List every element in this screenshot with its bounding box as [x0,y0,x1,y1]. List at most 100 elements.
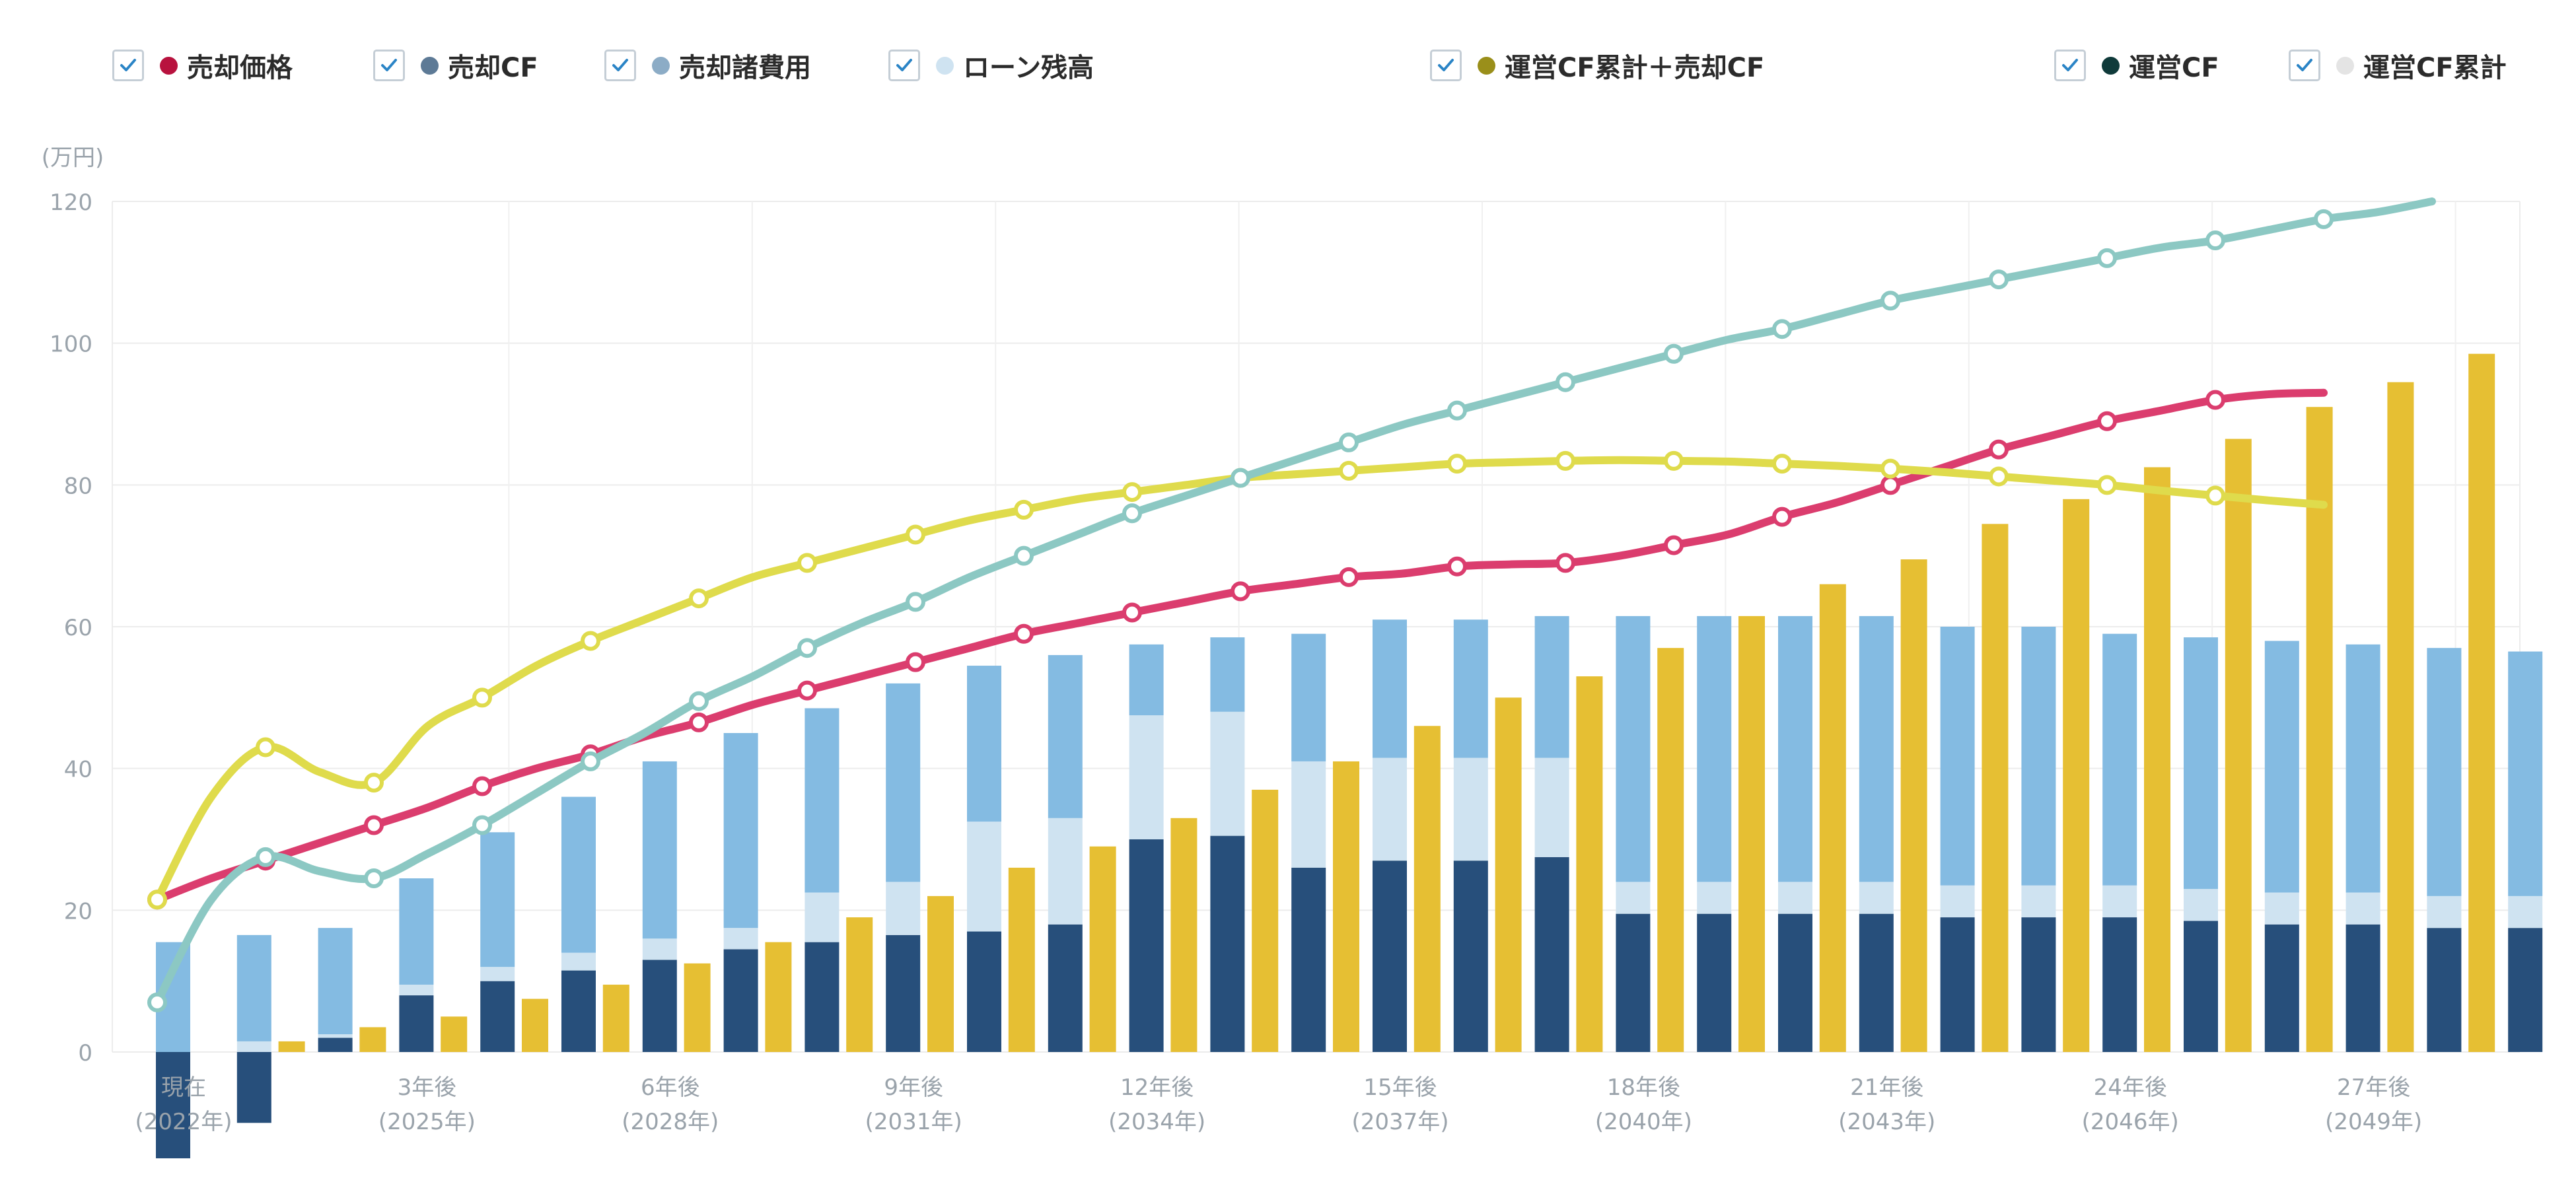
legend-item-loan-balance[interactable]: ローン残高 [888,42,1094,88]
bar-sale-expenses [723,733,758,929]
series-marker [472,687,492,708]
bar-sale-cf [2264,924,2299,1052]
series-marker [689,691,709,711]
y-unit-label: (万円) [42,145,104,171]
legend-item-sale-cf[interactable]: 売却CF [373,42,538,88]
bar-sale-expenses [1129,644,1164,716]
series-marker [1447,454,1467,474]
series-marker [1122,602,1142,623]
series-marker [1664,535,1684,555]
bar-operating-cf-cumulative [2225,438,2252,1052]
series-marker [2097,411,2117,431]
series-marker [1556,553,1575,573]
bar-loan-balance [1291,761,1326,868]
bar-sale-expenses [561,796,596,953]
bar-loan-balance [1697,882,1732,914]
series-marker [1122,482,1142,503]
bar-sale-expenses [1453,619,1488,758]
legend-dot [2336,56,2354,75]
bar-sale-expenses [1616,615,1651,882]
bar-sale-cf [1534,857,1569,1052]
bar-sale-cf [1859,913,1894,1052]
bar-loan-balance [1129,715,1164,839]
y-tick-label: 60 [64,615,92,641]
bar-operating-cf-cumulative [602,985,629,1052]
x-tick-label: 12年後 [1120,1074,1194,1101]
legend-item-operating-cf[interactable]: 運営CF [2054,42,2219,88]
bar-operating-cf-cumulative [359,1027,386,1052]
series-marker [1880,458,1900,479]
legend-item-sale-price[interactable]: 売却価格 [112,42,293,88]
bar-sale-cf [1616,913,1651,1052]
bar-sale-cf [1453,860,1488,1052]
checkbox-operating-cf-cumulative[interactable] [2289,50,2320,81]
bar-sale-cf [1210,835,1245,1052]
bar-sale-cf [399,995,434,1052]
bar-operating-cf-cumulative [2144,467,2170,1052]
bar-loan-balance [805,892,840,942]
series-marker [1880,291,1900,311]
bar-sale-cf [967,931,1001,1052]
x-tick-label: 24年後 [2094,1074,2167,1101]
bar-operating-cf-cumulative [846,917,873,1052]
y-tick-label: 20 [64,898,92,925]
series-marker [906,652,925,672]
bar-sale-expenses [1697,615,1732,882]
checkbox-loan-balance[interactable] [888,50,920,81]
bar-operating-cf-cumulative [522,999,548,1052]
bar-operating-cf-cumulative [1657,648,1684,1052]
bar-sale-expenses [1859,615,1894,882]
bar-sale-expenses [886,683,921,882]
series-marker [1014,623,1034,644]
bar-sale-cf [1940,917,1975,1052]
check-icon [381,59,397,71]
series-marker [1664,343,1684,364]
checkbox-sale-cf[interactable] [373,50,405,81]
bar-operating-cf-cumulative [441,1016,468,1052]
bar-loan-balance [2427,895,2462,929]
checkbox-operating-cf[interactable] [2054,50,2086,81]
x-tick-sublabel: (2043年) [1838,1109,1935,1135]
bar-sale-expenses [1778,615,1812,882]
checkbox-opcf-cum-plus-sale-cf[interactable] [1430,50,1462,81]
bar-loan-balance [886,882,921,935]
y-tick-label: 120 [50,190,92,216]
bar-loan-balance [236,1041,271,1052]
x-tick-sublabel: (2037年) [1351,1109,1449,1135]
bar-loan-balance [1048,818,1083,925]
bar-loan-balance [1453,757,1488,861]
series-marker [1014,545,1034,566]
bar-sale-expenses [1940,627,1975,886]
bar-loan-balance [642,938,677,960]
bar-sale-expenses [2427,648,2462,896]
legend-dot [936,56,954,75]
checkbox-sale-price[interactable] [112,50,144,81]
bar-sale-cf [561,970,596,1052]
series-marker [256,737,275,757]
series-marker [689,588,709,609]
legend-dot [1478,56,1495,75]
bar-sale-cf [2427,928,2462,1052]
series-marker [1556,372,1575,392]
legend-item-sale-expenses[interactable]: 売却諸費用 [604,42,811,88]
bar-operating-cf-cumulative [927,895,954,1052]
bar-operating-cf-cumulative [1738,615,1765,1052]
checkbox-sale-expenses[interactable] [604,50,636,81]
x-tick-sublabel: (2046年) [2082,1109,2179,1135]
series-marker [147,992,167,1012]
bar-sale-expenses [1373,619,1407,758]
bar-operating-cf-cumulative [2387,382,2414,1052]
bar-sale-cf [1048,924,1083,1052]
bar-sale-cf [480,981,515,1052]
x-tick-label: 6年後 [641,1074,700,1101]
legend-item-opcf-cum-plus-sale-cf[interactable]: 運営CF累計＋売却CF [1430,42,1764,88]
bar-loan-balance [1778,882,1812,914]
series-marker [364,773,384,793]
legend: 売却価格 売却CF 売却諸費用 ローン残高 運営CF累計＋売却CF 運営CF 運… [0,42,2576,88]
x-tick-label: 21年後 [1850,1074,1923,1101]
bar-loan-balance [399,985,434,996]
series-marker [1989,466,2009,487]
series-marker [2097,248,2117,268]
bar-sale-cf [318,1037,353,1052]
legend-item-operating-cf-cumulative[interactable]: 運営CF累計 [2289,42,2507,88]
